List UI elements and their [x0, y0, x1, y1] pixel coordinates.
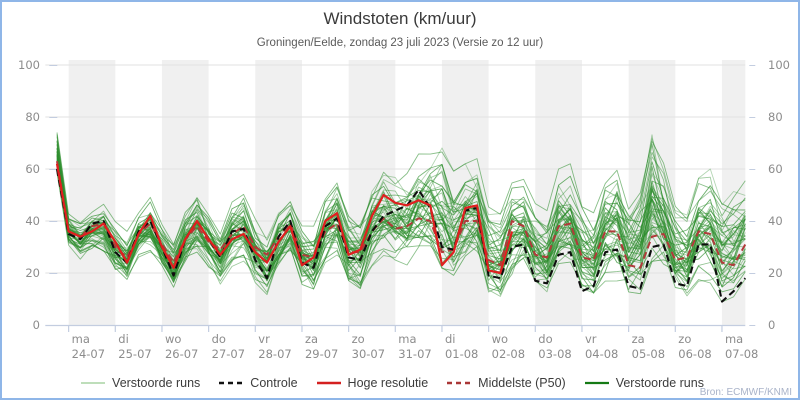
- legend-item-middelste-p50: Middelste (P50): [446, 376, 566, 390]
- svg-text:06-08: 06-08: [678, 347, 711, 361]
- x-day-labels: ma24-07di25-07wo26-07do27-07vr28-07za29-…: [72, 332, 759, 361]
- legend-item-controle: Controle: [218, 376, 298, 390]
- svg-text:ma: ma: [725, 332, 743, 346]
- legend-label: Verstoorde runs: [112, 376, 201, 390]
- control-line: [55, 168, 747, 303]
- legend-label: Middelste (P50): [478, 376, 566, 390]
- gridlines: [45, 64, 746, 274]
- svg-text:ma: ma: [72, 332, 90, 346]
- line-swatch-icon: [316, 381, 341, 385]
- svg-text:07-08: 07-08: [725, 347, 758, 361]
- svg-text:27-07: 27-07: [212, 347, 245, 361]
- legend-label: Verstoorde runs: [615, 376, 704, 390]
- svg-text:03-08: 03-08: [538, 347, 571, 361]
- svg-text:20: 20: [768, 266, 783, 280]
- dashed-line-swatch-icon: [219, 381, 244, 385]
- svg-text:05-08: 05-08: [632, 347, 665, 361]
- svg-text:wo: wo: [492, 332, 508, 346]
- svg-text:vr: vr: [585, 332, 597, 346]
- svg-text:zo: zo: [352, 332, 365, 346]
- svg-text:za: za: [305, 332, 318, 346]
- svg-text:100: 100: [18, 58, 40, 72]
- legend-item-hoge-resolutie: Hoge resolutie: [316, 376, 429, 390]
- svg-text:01-08: 01-08: [445, 347, 478, 361]
- legend-item-verstoorde-runs-thin: Verstoorde runs: [80, 376, 200, 390]
- svg-text:vr: vr: [258, 332, 270, 346]
- svg-text:di: di: [445, 332, 456, 346]
- chart-subtitle: Groningen/Eelde, zondag 23 juli 2023 (Ve…: [256, 37, 544, 49]
- svg-text:za: za: [632, 332, 645, 346]
- svg-text:di: di: [118, 332, 129, 346]
- svg-text:80: 80: [25, 110, 40, 124]
- svg-text:100: 100: [768, 58, 790, 72]
- svg-text:60: 60: [25, 162, 40, 176]
- svg-text:26-07: 26-07: [165, 347, 198, 361]
- svg-text:0: 0: [768, 318, 775, 332]
- legend-label: Controle: [250, 376, 298, 390]
- svg-text:30-07: 30-07: [352, 347, 385, 361]
- svg-text:25-07: 25-07: [118, 347, 151, 361]
- legend-item-verstoorde-runs-thick: Verstoorde runs: [584, 376, 704, 390]
- svg-text:60: 60: [768, 162, 783, 176]
- y-ticks: [49, 65, 756, 326]
- svg-text:04-08: 04-08: [585, 347, 618, 361]
- legend-label: Hoge resolutie: [347, 376, 429, 390]
- svg-text:24-07: 24-07: [72, 347, 105, 361]
- y-tick-labels: 0 0 20 20 40 40 60 60 80 80 100 100: [18, 58, 790, 332]
- p50-line: [56, 161, 747, 269]
- svg-text:02-08: 02-08: [492, 347, 525, 361]
- source-credit: Bron: ECMWF/KNMI: [699, 387, 792, 398]
- dashed-line-swatch-icon: [447, 381, 472, 385]
- svg-text:do: do: [212, 332, 226, 346]
- line-swatch-icon: [584, 381, 609, 385]
- svg-text:80: 80: [768, 110, 783, 124]
- x-axis: [45, 324, 746, 332]
- svg-text:31-07: 31-07: [398, 347, 431, 361]
- svg-text:20: 20: [25, 266, 40, 280]
- svg-text:do: do: [538, 332, 552, 346]
- svg-text:wo: wo: [165, 332, 181, 346]
- hires-line: [55, 163, 514, 275]
- svg-text:28-07: 28-07: [258, 347, 291, 361]
- main-lines: [55, 161, 747, 303]
- svg-text:29-07: 29-07: [305, 347, 338, 361]
- svg-text:0: 0: [33, 318, 40, 332]
- svg-text:zo: zo: [678, 332, 691, 346]
- legend: Verstoorde runs Controle Hoge resolutie …: [42, 374, 742, 392]
- line-swatch-icon: [81, 382, 106, 384]
- svg-text:ma: ma: [398, 332, 416, 346]
- svg-text:40: 40: [768, 214, 783, 228]
- chart-title: Windstoten (km/uur): [323, 9, 477, 28]
- svg-text:40: 40: [25, 214, 40, 228]
